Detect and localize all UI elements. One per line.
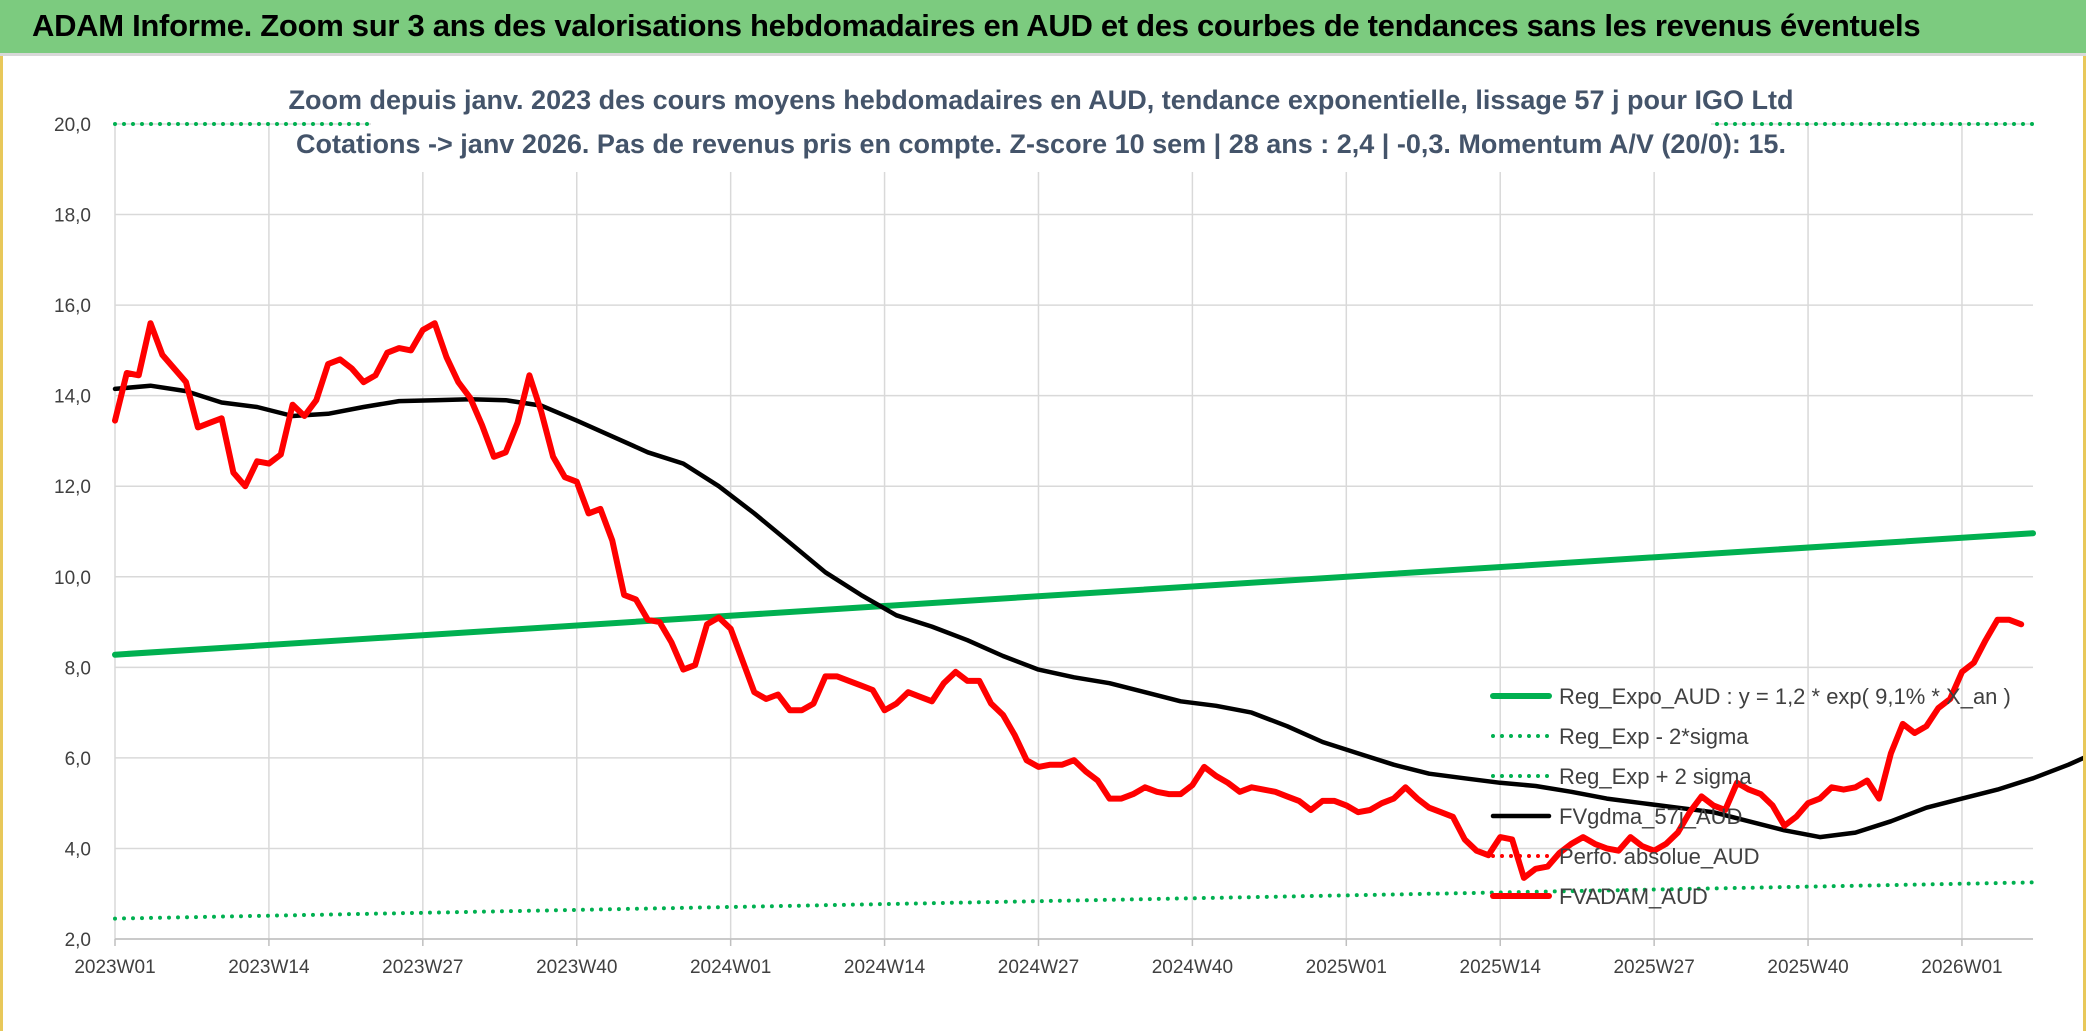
y-tick-label: 16,0 xyxy=(54,296,91,317)
x-tick-label: 2023W14 xyxy=(228,957,310,978)
x-tick-label: 2024W14 xyxy=(844,957,926,978)
x-tick-label: 2025W01 xyxy=(1306,957,1387,978)
subtitle-backdrop xyxy=(371,64,1711,172)
y-tick-label: 10,0 xyxy=(54,568,91,589)
chart: 2,0 4,0 6,0 8,0 10,0 12,0 14,0 16,0 18,0 20,0 202… xyxy=(54,64,2083,978)
legend-label-2: Reg_Exp + 2 sigma xyxy=(1559,764,1752,789)
y-tick-label: 18,0 xyxy=(54,206,91,227)
y-tick-label: 20,0 xyxy=(54,115,91,136)
chart-subtitle-line2: Cotations -> janv 2026. Pas de revenus p… xyxy=(296,129,1786,159)
chart-legend: Reg_Expo_AUD : y = 1,2 * exp( 9,1% * X_a… xyxy=(1490,684,2011,909)
y-tick-label: 14,0 xyxy=(54,387,91,408)
x-tick-label: 2023W01 xyxy=(74,957,155,978)
legend-label-5: FVADAM_AUD xyxy=(1559,884,1708,909)
x-tick-label: 2025W27 xyxy=(1613,957,1694,978)
y-tick-label: 8,0 xyxy=(65,658,91,679)
y-tick-label: 12,0 xyxy=(54,477,91,498)
series-line-0 xyxy=(112,530,2036,658)
chart-grid xyxy=(114,123,2033,940)
x-tick-label: 2025W40 xyxy=(1767,957,1848,978)
legend-label-1: Reg_Exp - 2*sigma xyxy=(1559,724,1749,749)
chart-frame: 2,0 4,0 6,0 8,0 10,0 12,0 14,0 16,0 18,0 20,0 202… xyxy=(0,56,2086,1031)
x-tick-label: 2024W27 xyxy=(998,957,1079,978)
x-tick-label: 2025W14 xyxy=(1460,957,1542,978)
x-tick-label: 2023W27 xyxy=(382,957,463,978)
x-tick-label: 2024W40 xyxy=(1152,957,1233,978)
report-banner: ADAM Informe. Zoom sur 3 ans des valoris… xyxy=(0,0,2086,56)
series-line-5 xyxy=(112,320,2025,881)
legend-label-0: Reg_Expo_AUD : y = 1,2 * exp( 9,1% * X_a… xyxy=(1559,684,2011,709)
x-tick-label: 2024W01 xyxy=(690,957,771,978)
y-tick-label: 6,0 xyxy=(65,749,91,770)
x-axis: 2023W01 2023W14 2023W27 2023W40 2024W01 2024W… xyxy=(74,938,2033,978)
chart-series xyxy=(112,122,2083,921)
report-title: ADAM Informe. Zoom sur 3 ans des valoris… xyxy=(32,8,1921,43)
x-tick-label: 2023W40 xyxy=(536,957,617,978)
legend-label-4: Perfo. absolue_AUD xyxy=(1559,844,1760,869)
series-line-1 xyxy=(113,880,2035,921)
y-axis: 2,0 4,0 6,0 8,0 10,0 12,0 14,0 16,0 18,0 20,0 xyxy=(54,115,91,951)
chart-subtitle-line1: Zoom depuis janv. 2023 des cours moyens … xyxy=(289,85,1794,115)
legend-label-3: FVgdma_57j_AUD xyxy=(1559,804,1742,829)
x-tick-label: 2026W01 xyxy=(1921,957,2002,978)
series-line-3 xyxy=(112,383,2083,840)
y-tick-label: 4,0 xyxy=(65,839,91,860)
y-tick-label: 2,0 xyxy=(65,930,91,951)
